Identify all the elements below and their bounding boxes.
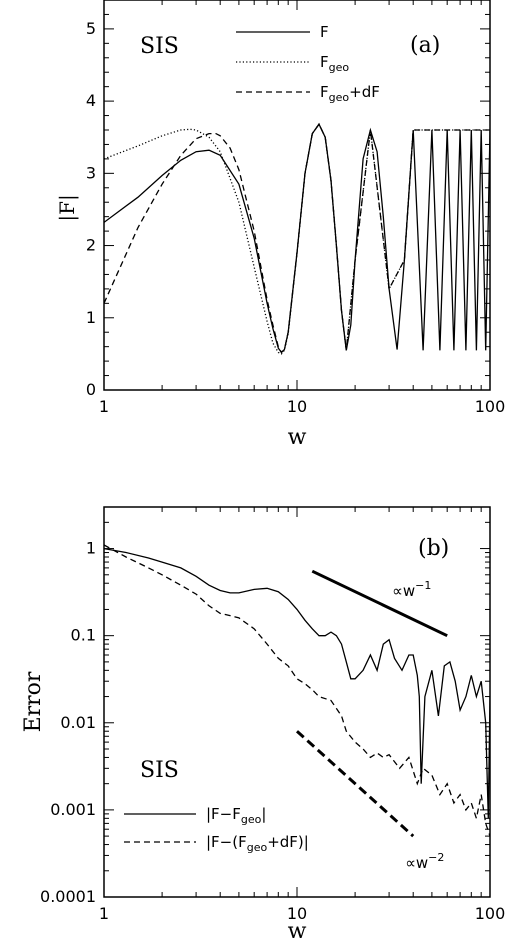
x-tick-label: 100: [475, 904, 506, 923]
legend-label-sub: geo: [329, 91, 350, 104]
y-tick-label: 0: [86, 380, 96, 399]
legend-label-sub: geo: [329, 61, 350, 74]
y-tick-label: 0.001: [50, 800, 96, 819]
y-tick-label: 4: [86, 91, 96, 110]
y-tick-label: 1: [86, 308, 96, 327]
panel-b-annotation: SIS: [140, 758, 179, 783]
reference-line-label-main: ∝w: [405, 854, 428, 872]
legend-label: Fgeo: [320, 53, 349, 74]
panel-a-annotation: SIS: [140, 34, 179, 59]
y-axis-label-b: Error: [21, 671, 46, 732]
reference-line-label: ∝w−1: [392, 579, 431, 600]
x-tick-label: 100: [475, 397, 506, 416]
x-axis-label-a: w: [288, 425, 307, 450]
legend-label-tail: +dF: [349, 83, 380, 101]
series-line: [104, 544, 490, 837]
legend-label: |F−Fgeo|: [206, 805, 266, 826]
legend-label: F: [320, 23, 329, 41]
reference-line-label-sup: −2: [428, 851, 444, 864]
legend-label-main: F: [320, 53, 329, 71]
legend-label-main: F: [320, 83, 329, 101]
series-lines-b: [104, 544, 490, 837]
panel-a-label: (a): [410, 33, 440, 58]
series-line: [104, 122, 490, 355]
series-lines-a: [104, 122, 490, 355]
series-line: [104, 122, 490, 354]
x-tick-label: 1: [99, 904, 109, 923]
legend-label-tail: |: [261, 805, 266, 823]
reference-line-label-sup: −1: [415, 579, 431, 592]
y-tick-label: 3: [86, 163, 96, 182]
y-tick-label: 2: [86, 236, 96, 255]
x-tick-label: 10: [287, 397, 307, 416]
ticks-b: 1 10 100 0.0001 0.001 0.01 0.1 1: [40, 506, 506, 923]
reference-line-label-main: ∝w: [392, 582, 415, 600]
series-line: [104, 122, 490, 354]
x-tick-label: 1: [99, 397, 109, 416]
y-axis-label-a: |F|: [55, 194, 80, 221]
legend-label-main: |F−F: [206, 805, 241, 823]
legend-label-main: |F−(F: [206, 833, 247, 851]
legend-label-main: F: [320, 23, 329, 41]
y-tick-label: 0.1: [71, 626, 96, 645]
y-tick-label: 5: [86, 19, 96, 38]
reference-lines-b: ∝w−1∝w−2: [295, 569, 448, 872]
legend-label: |F−(Fgeo+dF)|: [206, 833, 309, 854]
legend-b: |F−Fgeo||F−(Fgeo+dF)|: [124, 805, 309, 854]
x-axis-label-b: w: [288, 919, 307, 944]
y-tick-label: 1: [86, 539, 96, 558]
legend-label-tail: +dF)|: [267, 833, 309, 851]
y-tick-label: 0.01: [60, 713, 96, 732]
reference-line-label: ∝w−2: [405, 851, 444, 872]
x-tick-label: 10: [287, 904, 307, 923]
panel-b-label: (b): [418, 536, 449, 561]
legend-label-sub: geo: [247, 841, 268, 854]
reference-line: [311, 569, 448, 638]
legend-label-sub: geo: [241, 813, 262, 826]
y-tick-label: 0.0001: [40, 887, 96, 906]
series-line: [104, 547, 490, 819]
reference-line: [295, 730, 415, 838]
legend-label: Fgeo+dF: [320, 83, 380, 104]
